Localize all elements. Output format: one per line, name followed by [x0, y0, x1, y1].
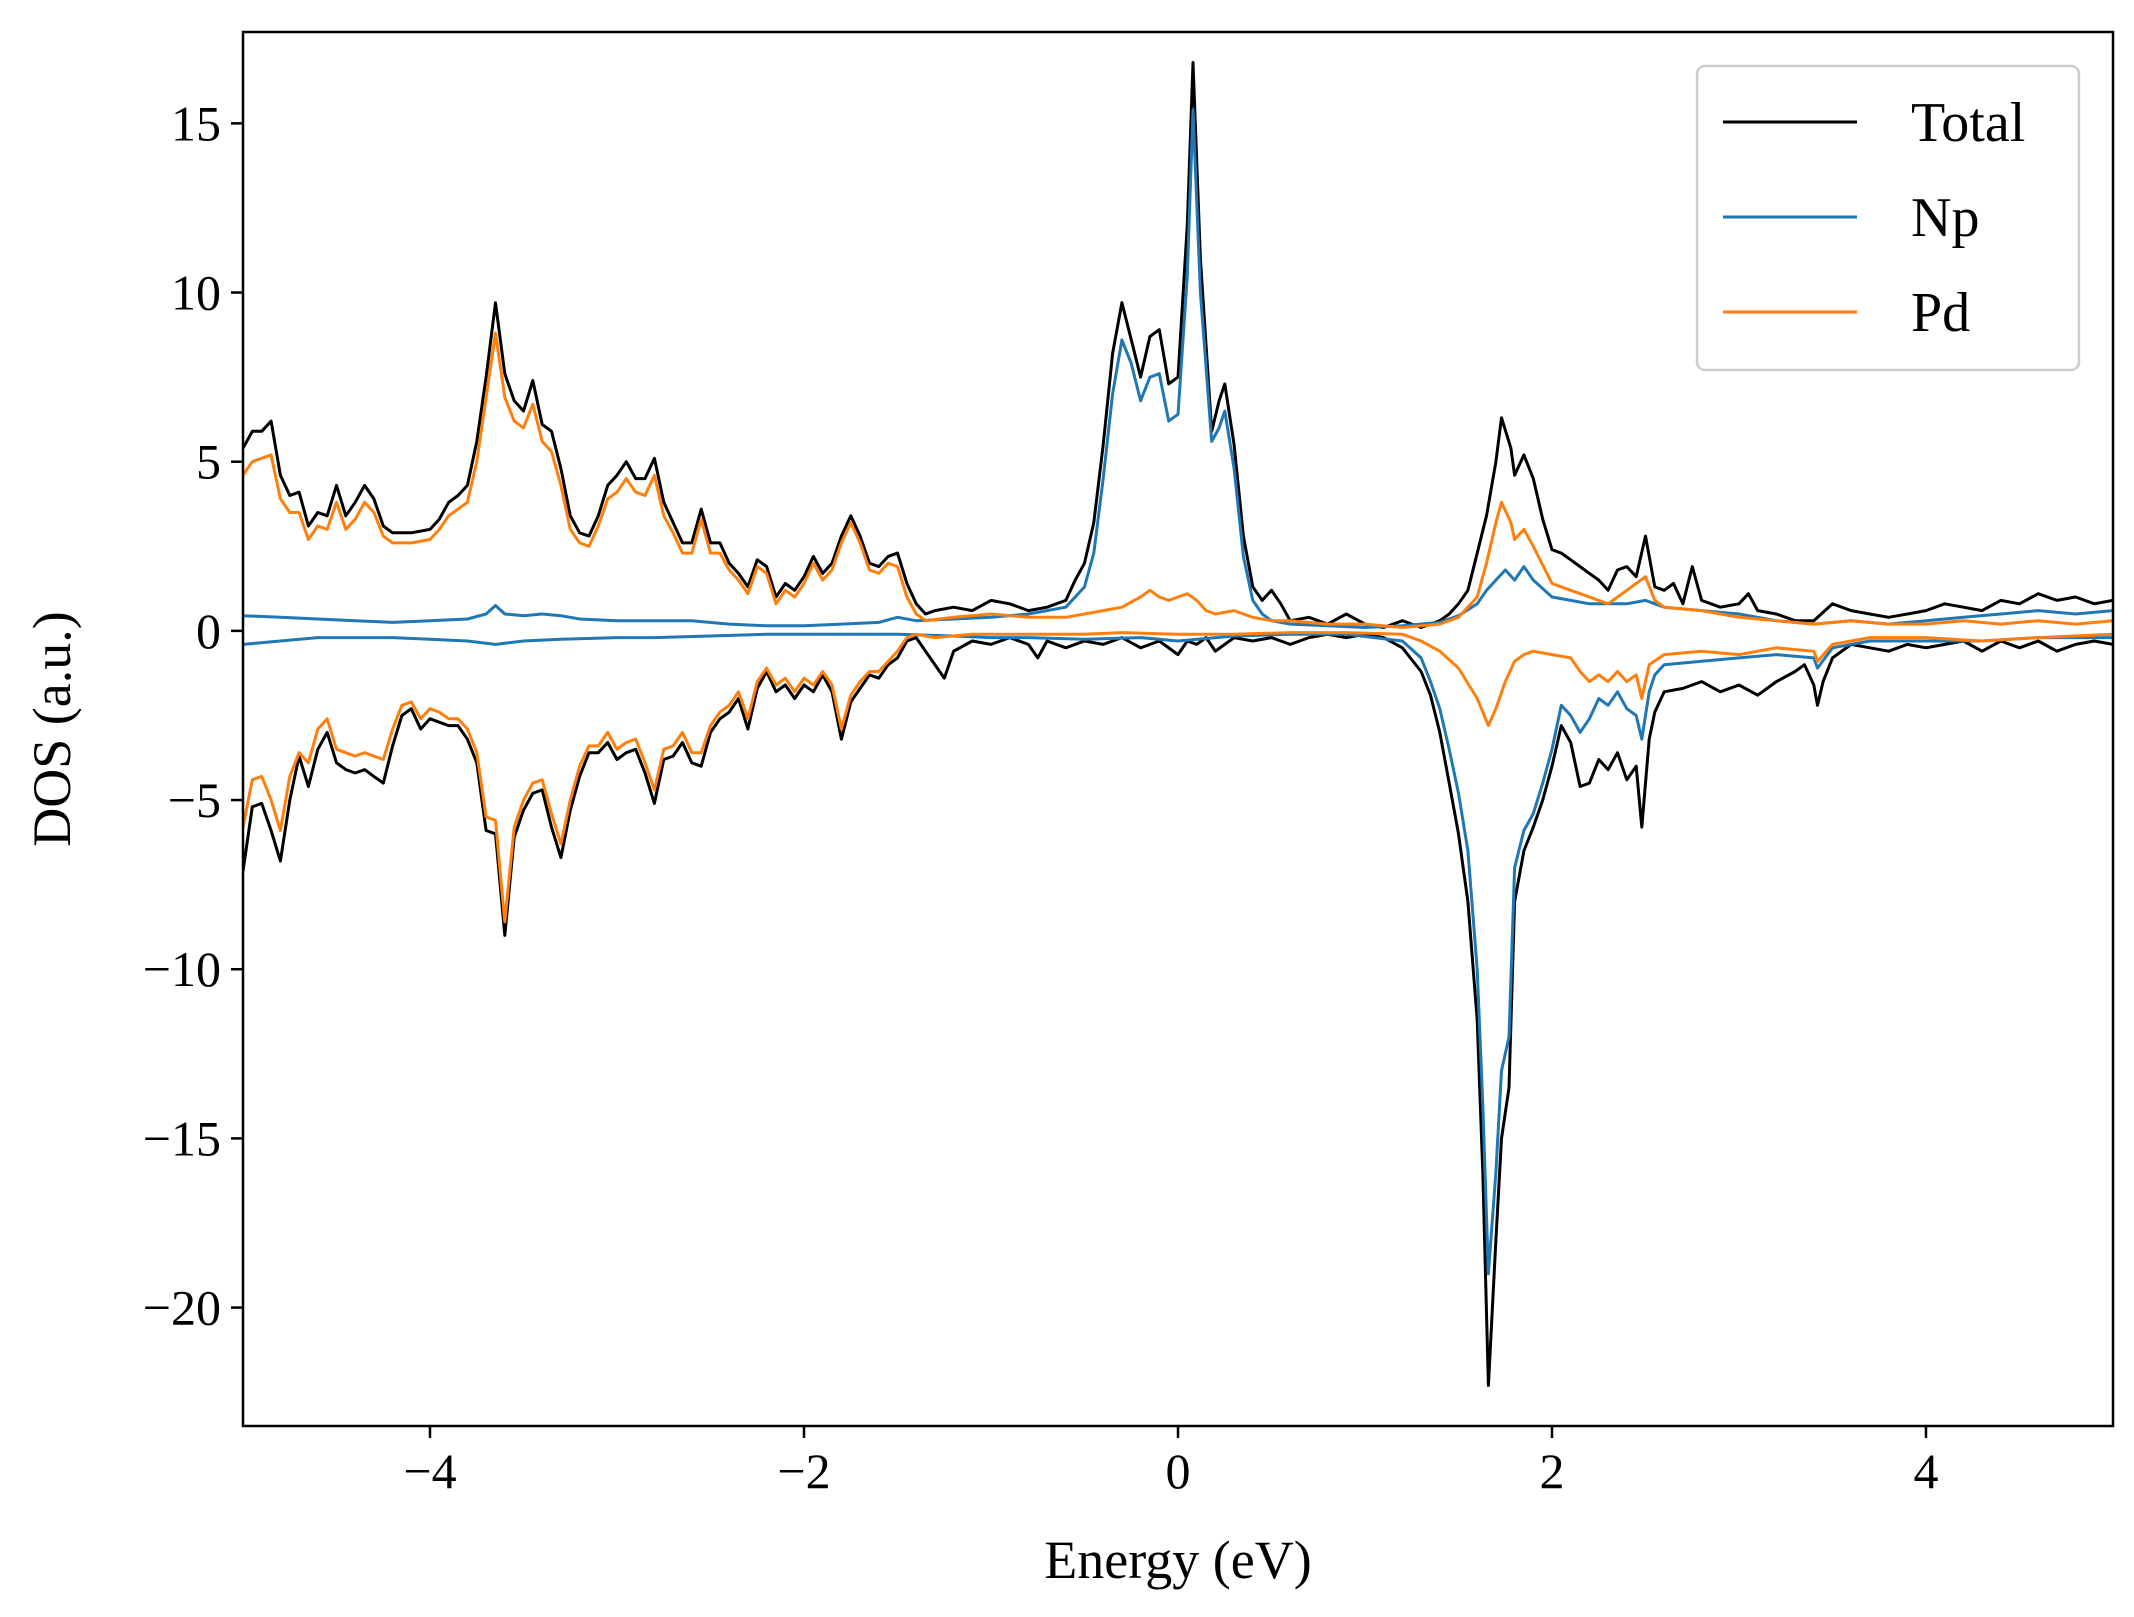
legend-label-total: Total	[1911, 92, 2025, 154]
series-np-spin-down-line	[243, 632, 2113, 1276]
y-tick-label: −15	[143, 1110, 221, 1166]
y-axis: −20 −15 −10 −5 0 5 10 15	[143, 95, 243, 1336]
y-tick-label: 15	[171, 95, 221, 151]
legend-label-np: Np	[1911, 187, 1979, 249]
series-total-spin-down-line	[243, 632, 2113, 1387]
x-tick-label: 2	[1540, 1443, 1565, 1499]
legend-label-pd: Pd	[1911, 282, 1970, 344]
series-layer	[243, 61, 2113, 1387]
y-axis-label: DOS (a.u.)	[22, 611, 82, 846]
series-np-spin-up-line	[243, 108, 2113, 629]
y-tick-label: −20	[143, 1280, 221, 1336]
legend: Total Np Pd	[1695, 64, 2081, 372]
legend-box	[1695, 64, 2081, 372]
x-tick-label: 4	[1914, 1443, 1939, 1499]
x-tick-label: −4	[403, 1443, 456, 1499]
y-tick-label: −10	[143, 941, 221, 997]
y-tick-label: 5	[196, 434, 221, 490]
series-pd-spin-up-line	[243, 331, 2113, 629]
y-tick-label: 10	[171, 265, 221, 321]
x-tick-label: 0	[1166, 1443, 1191, 1499]
y-tick-label: 0	[196, 603, 221, 659]
x-axis-label: Energy (eV)	[1044, 1530, 1311, 1590]
y-tick-label: −5	[168, 772, 221, 828]
series-total-spin-up-line	[243, 61, 2113, 629]
x-tick-label: −2	[777, 1443, 830, 1499]
series-pd-spin-down-line	[243, 631, 2113, 924]
x-axis: −4 −2 0 2 4	[403, 1426, 1939, 1499]
